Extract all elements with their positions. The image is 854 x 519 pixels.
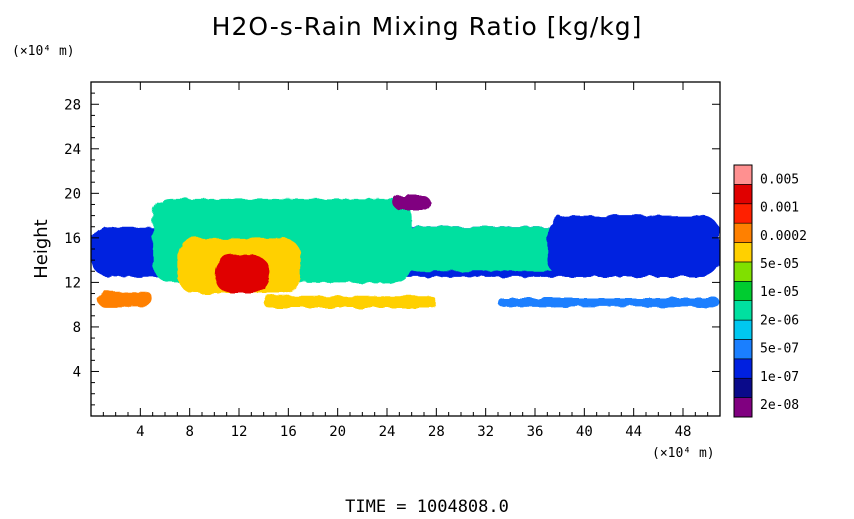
colorbar-swatch	[733, 164, 753, 185]
y-axis-label: Height	[31, 219, 52, 279]
colorbar-swatch	[733, 203, 753, 224]
x-tick-label: 20	[329, 424, 346, 440]
colorbar-label: 2e-06	[760, 313, 799, 328]
x-axis: 4 8 12 16 20 24 28 32 36 40 44 48	[102, 82, 709, 440]
colorbar-label: 2e-08	[760, 398, 799, 413]
colorbar-swatch	[733, 358, 753, 379]
y-tick-label: 20	[64, 186, 81, 202]
x-tick-label: 12	[231, 424, 248, 440]
x-tick-label: 4	[136, 424, 144, 440]
colorbar-swatch	[733, 319, 753, 340]
colorbar-swatch	[733, 184, 753, 205]
heatmap-region-6	[399, 226, 572, 272]
colorbar-label: 0.0002	[760, 229, 807, 244]
y-tick-label: 24	[64, 142, 81, 158]
heatmap-region-4	[97, 291, 153, 307]
x-tick-label: 16	[280, 424, 297, 440]
colorbar: 2e-08 1e-07 5e-07 2e-06 1e-05 5e-05 0.0002 0.00…	[733, 164, 807, 418]
y-tick-label: 12	[64, 275, 81, 291]
colorbar-swatch	[733, 397, 753, 418]
y-tick-label: 28	[64, 97, 81, 113]
colorbar-swatch	[733, 339, 753, 360]
heatmap-region-7	[547, 215, 720, 277]
x-tick-label: 40	[576, 424, 593, 440]
y-tick-label: 4	[73, 364, 81, 380]
time-label: TIME = 1004808.0	[345, 497, 509, 517]
x-tick-label: 44	[625, 424, 642, 440]
colorbar-swatch	[733, 377, 753, 398]
y-tick-label: 8	[73, 320, 81, 336]
heatmap-field	[91, 195, 720, 309]
x-tick-label: 8	[185, 424, 193, 440]
x-tick-label: 24	[379, 424, 396, 440]
colorbar-swatch	[733, 242, 753, 263]
colorbar-swatch	[733, 261, 753, 282]
colorbar-label: 1e-07	[760, 370, 799, 385]
chart-title: H2O-s-Rain Mixing Ratio [kg/kg]	[211, 12, 643, 41]
x-tick-label: 28	[428, 424, 445, 440]
colorbar-label: 0.005	[760, 172, 799, 187]
y-axis-unit: (×10⁴ m)	[12, 44, 75, 59]
x-tick-label: 32	[477, 424, 494, 440]
colorbar-frame	[733, 164, 753, 418]
x-axis-unit: (×10⁴ m)	[652, 446, 715, 461]
colorbar-swatch	[733, 222, 753, 243]
y-tick-label: 16	[64, 231, 81, 247]
colorbar-label: 1e-05	[760, 285, 799, 300]
heatmap-region-8	[393, 195, 431, 211]
heatmap-region-3	[214, 254, 270, 294]
x-tick-label: 36	[527, 424, 544, 440]
heatmap-region-5	[263, 295, 437, 309]
colorbar-label: 5e-07	[760, 342, 799, 357]
colorbar-swatch	[733, 300, 753, 321]
colorbar-label: 0.001	[760, 201, 799, 216]
colorbar-label: 5e-05	[760, 257, 799, 272]
heatmap-region-9	[498, 297, 720, 307]
y-axis: 4 8 12 16 20 24 28	[64, 92, 720, 406]
x-tick-label: 48	[675, 424, 692, 440]
colorbar-swatch	[733, 281, 753, 301]
